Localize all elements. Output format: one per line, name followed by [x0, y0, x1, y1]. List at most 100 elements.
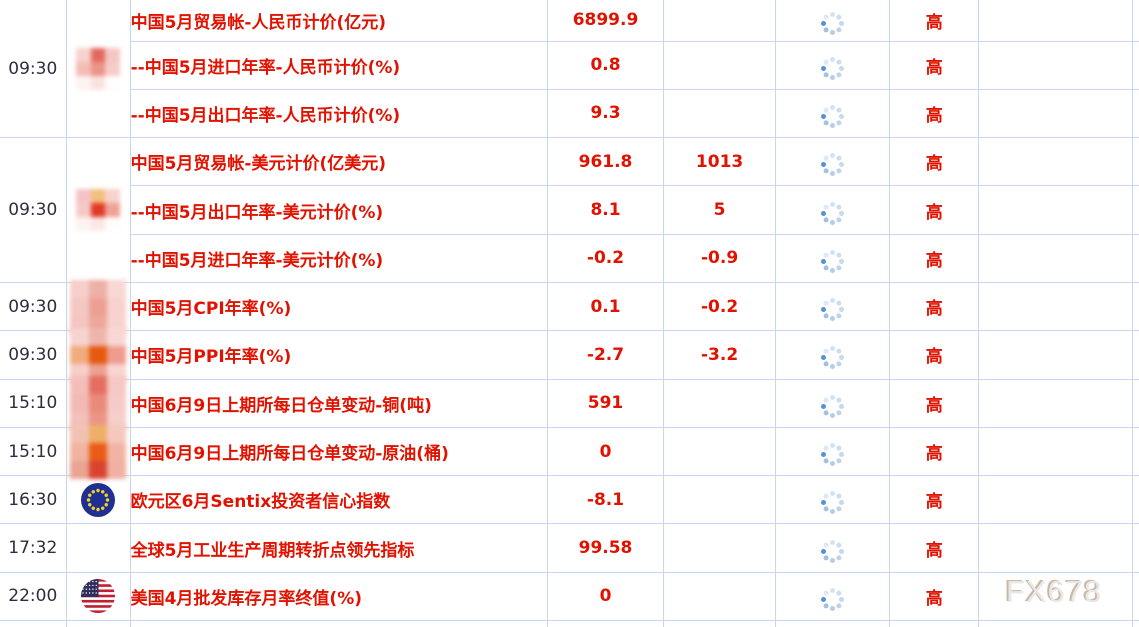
edge-cell	[1132, 330, 1139, 380]
edge-cell	[1132, 137, 1139, 187]
event-cell: 中国6月9日上期所每日仓单变动-原油(桶)	[129, 426, 548, 477]
event-cell: 美国4月批发库存月率终值(%)	[129, 571, 548, 622]
event-cell: 全球5月工业生产周期转折点领先指标	[129, 523, 548, 573]
flag-cell	[65, 475, 131, 525]
table-row: --中国5月出口年率-美元计价(%) 8.1 5 高	[0, 185, 1139, 235]
forecast-cell	[663, 620, 777, 627]
actual-cell: 9.3	[546, 88, 665, 139]
importance-cell: 高	[889, 475, 980, 525]
loading-cell	[775, 571, 891, 622]
table-row: 09:30 中国5月PPI年率(%) -2.7 -3.2 高	[0, 327, 1139, 382]
edge-cell	[1132, 523, 1139, 573]
importance-cell: 高	[889, 571, 980, 622]
forecast-cell: 1013	[663, 137, 777, 187]
table-row: --中国5月进口年率-美元计价(%) -0.2 -0.9 高	[0, 233, 1139, 283]
importance-cell: 高	[889, 137, 980, 187]
china-flag-blurred-icon	[76, 189, 121, 232]
flag-icon	[67, 0, 130, 137]
time-cell: 16:30	[0, 475, 67, 525]
table-row: 16:30 欧元区6月Sentix投资者信心指数 -8.1 高	[0, 475, 1139, 525]
time-cell: 22:00	[0, 571, 67, 622]
importance-cell: 高	[889, 523, 980, 573]
table-row: --中国5月出口年率-人民币计价(%) 9.3 高	[0, 88, 1139, 139]
forecast-cell	[663, 0, 777, 42]
actual-cell: 0	[546, 571, 665, 622]
flag-cell	[65, 620, 131, 627]
empty-cell	[978, 620, 1134, 627]
event-cell: 中国6月9日上期所每日仓单变动-铜(吨)	[129, 378, 548, 428]
loading-cell	[775, 475, 891, 525]
loading-spinner-icon	[830, 162, 835, 167]
loading-spinner-icon	[830, 404, 835, 409]
time-cell: 09:30	[0, 137, 67, 283]
forecast-cell	[663, 571, 777, 622]
empty-cell	[978, 475, 1134, 525]
forecast-cell	[663, 378, 777, 428]
time-cell: 17:32	[0, 523, 67, 573]
loading-cell	[775, 378, 891, 428]
forecast-cell	[663, 426, 777, 477]
flag-cell	[65, 137, 131, 283]
flag-cell	[65, 523, 131, 573]
forecast-cell: -0.2	[663, 281, 777, 332]
loading-cell	[775, 233, 891, 283]
time-cell: 09:30	[0, 281, 67, 332]
loading-cell	[775, 426, 891, 477]
empty-cell	[978, 137, 1134, 187]
empty-cell	[978, 233, 1134, 283]
loading-spinner-icon	[830, 549, 835, 554]
event-cell: 欧元区6月Sentix投资者信心指数	[129, 475, 548, 525]
importance-cell: 高	[889, 378, 980, 428]
loading-cell	[775, 185, 891, 235]
flag-icon	[67, 524, 130, 571]
edge-cell	[1132, 378, 1139, 428]
edge-cell	[1132, 281, 1139, 332]
actual-cell: 961.8	[546, 137, 665, 187]
forecast-cell: -0.9	[663, 233, 777, 283]
time-cell	[0, 620, 67, 627]
table-row: 15:10 中国6月9日上期所每日仓单变动-原油(桶) 0 高	[0, 424, 1139, 479]
empty-cell	[978, 185, 1134, 235]
china-flag-blurred-icon	[70, 279, 127, 334]
table-row: 17:32 全球5月工业生产周期转折点领先指标 99.58 高	[0, 523, 1139, 573]
time-cell: 09:30	[0, 0, 67, 139]
forecast-cell: -3.2	[663, 330, 777, 380]
eu-flag-icon	[81, 482, 116, 517]
event-cell: --中国5月出口年率-人民币计价(%)	[130, 88, 548, 139]
empty-cell	[978, 426, 1134, 477]
actual-cell: 8.1	[546, 185, 665, 235]
loading-spinner-icon	[830, 66, 835, 71]
flag-icon	[67, 376, 130, 431]
actual-cell: 591	[546, 378, 665, 428]
event-cell: 中国5月PPI年率(%)	[129, 330, 548, 380]
forecast-cell	[663, 523, 777, 573]
flag-cell	[65, 279, 131, 334]
loading-spinner-icon	[830, 307, 835, 312]
us-flag-icon	[81, 579, 116, 614]
table-row: 09:30 中国5月CPI年率(%) 0.1 -0.2 高	[0, 279, 1139, 334]
event-cell: 中国5月贸易帐-人民币计价(亿元)	[129, 0, 548, 42]
importance-cell: 高	[889, 88, 980, 139]
forecast-cell: 5	[663, 185, 777, 235]
importance-cell: 高	[889, 281, 980, 332]
watermark: FX678	[1006, 574, 1103, 609]
edge-cell	[1132, 0, 1139, 42]
loading-spinner-icon	[830, 21, 835, 26]
empty-cell	[978, 330, 1134, 380]
table-row: 22:00 美国4月批发库存月率终值(%) 0 高	[0, 571, 1139, 622]
importance-cell: 高	[889, 330, 980, 380]
table-row: 09:30 中国5月贸易帐-美元计价(亿美元) 961.8 1013 高	[0, 137, 1139, 283]
edge-cell	[1132, 233, 1139, 283]
china-flag-blurred-icon	[70, 376, 127, 431]
flag-cell	[65, 424, 131, 479]
edge-cell	[1132, 475, 1139, 525]
edge-cell	[1132, 620, 1139, 627]
table-row: 15:10 中国6月9日上期所每日仓单变动-铜(吨) 591 高	[0, 376, 1139, 431]
flag-icon	[67, 279, 130, 334]
edge-cell	[1132, 426, 1139, 477]
loading-cell	[775, 620, 891, 627]
flag-cell	[65, 0, 131, 139]
flag-cell	[65, 327, 131, 382]
loading-cell	[775, 330, 891, 380]
